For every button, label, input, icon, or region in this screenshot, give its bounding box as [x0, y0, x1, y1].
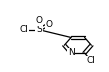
Text: S: S [36, 25, 42, 34]
Text: Cl: Cl [87, 56, 96, 65]
Text: Cl: Cl [19, 25, 28, 34]
Text: O: O [35, 16, 43, 25]
Text: O: O [46, 20, 53, 29]
Text: N: N [68, 49, 74, 57]
